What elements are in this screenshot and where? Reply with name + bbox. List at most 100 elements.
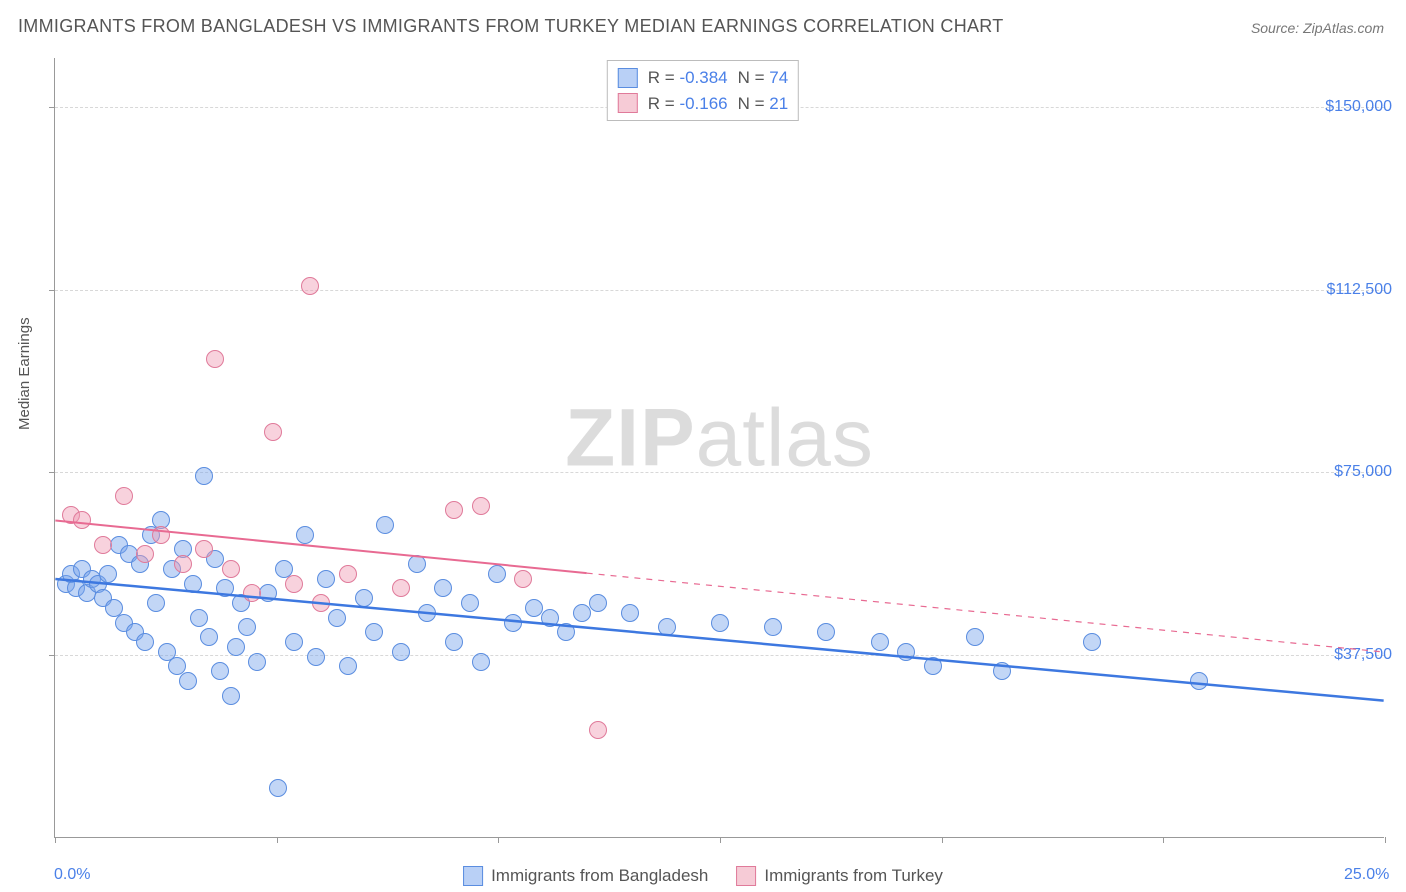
data-point-bangladesh [1190, 672, 1208, 690]
trendline-dashed-turkey [587, 573, 1384, 652]
data-point-turkey [312, 594, 330, 612]
y-tick-label: $37,500 [1334, 646, 1392, 664]
data-point-bangladesh [445, 633, 463, 651]
chart-title: IMMIGRANTS FROM BANGLADESH VS IMMIGRANTS… [18, 16, 1004, 37]
legend-entry-bangladesh: Immigrants from Bangladesh [463, 866, 708, 886]
data-point-bangladesh [817, 623, 835, 641]
chart-plot-area: ZIPatlas [54, 58, 1384, 838]
data-point-bangladesh [328, 609, 346, 627]
gridline-h [55, 472, 1384, 473]
data-point-turkey [206, 350, 224, 368]
r-value-turkey: -0.166 [679, 94, 727, 113]
data-point-bangladesh [418, 604, 436, 622]
data-point-bangladesh [461, 594, 479, 612]
swatch-blue-icon [463, 866, 483, 886]
trend-lines-svg [55, 58, 1384, 837]
data-point-bangladesh [658, 618, 676, 636]
n-label: N = [738, 94, 770, 113]
data-point-turkey [301, 277, 319, 295]
data-point-bangladesh [472, 653, 490, 671]
data-point-bangladesh [99, 565, 117, 583]
data-point-bangladesh [376, 516, 394, 534]
data-point-turkey [243, 584, 261, 602]
data-point-bangladesh [285, 633, 303, 651]
data-point-bangladesh [259, 584, 277, 602]
data-point-bangladesh [1083, 633, 1101, 651]
data-point-bangladesh [408, 555, 426, 573]
data-point-turkey [339, 565, 357, 583]
data-point-turkey [115, 487, 133, 505]
legend-row-bangladesh: R = -0.384 N = 74 [618, 65, 788, 91]
data-point-bangladesh [897, 643, 915, 661]
y-tick-label: $150,000 [1325, 98, 1392, 116]
x-tick [277, 837, 278, 843]
data-point-bangladesh [296, 526, 314, 544]
x-tick [720, 837, 721, 843]
data-point-bangladesh [557, 623, 575, 641]
x-tick [498, 837, 499, 843]
data-point-turkey [136, 545, 154, 563]
data-point-bangladesh [621, 604, 639, 622]
y-tick [49, 107, 55, 108]
data-point-bangladesh [993, 662, 1011, 680]
data-point-bangladesh [307, 648, 325, 666]
legend-row-turkey: R = -0.166 N = 21 [618, 91, 788, 117]
data-point-bangladesh [317, 570, 335, 588]
x-tick [942, 837, 943, 843]
data-point-bangladesh [434, 579, 452, 597]
y-axis-label: Median Earnings [16, 317, 33, 430]
data-point-bangladesh [355, 589, 373, 607]
data-point-turkey [589, 721, 607, 739]
data-point-bangladesh [184, 575, 202, 593]
n-value-bangladesh: 74 [769, 68, 788, 87]
data-point-bangladesh [190, 609, 208, 627]
data-point-bangladesh [573, 604, 591, 622]
n-value-turkey: 21 [769, 94, 788, 113]
r-label: R = [648, 68, 680, 87]
data-point-turkey [195, 540, 213, 558]
data-point-bangladesh [227, 638, 245, 656]
data-point-turkey [285, 575, 303, 593]
data-point-bangladesh [541, 609, 559, 627]
data-point-bangladesh [711, 614, 729, 632]
data-point-turkey [392, 579, 410, 597]
data-point-turkey [174, 555, 192, 573]
watermark-zip: ZIP [565, 392, 696, 483]
y-tick [49, 290, 55, 291]
data-point-bangladesh [216, 579, 234, 597]
data-point-bangladesh [222, 687, 240, 705]
data-point-bangladesh [504, 614, 522, 632]
data-point-bangladesh [238, 618, 256, 636]
y-tick-label: $112,500 [1326, 281, 1392, 299]
data-point-bangladesh [248, 653, 266, 671]
watermark-atlas: atlas [696, 392, 874, 483]
n-label: N = [738, 68, 770, 87]
legend-label-turkey: Immigrants from Turkey [764, 866, 943, 886]
data-point-turkey [94, 536, 112, 554]
swatch-blue-icon [618, 68, 638, 88]
data-point-turkey [445, 501, 463, 519]
data-point-bangladesh [179, 672, 197, 690]
data-point-bangladesh [339, 657, 357, 675]
data-point-turkey [73, 511, 91, 529]
r-label: R = [648, 94, 680, 113]
data-point-bangladesh [488, 565, 506, 583]
x-tick [1163, 837, 1164, 843]
x-tick-label: 25.0% [1344, 866, 1389, 884]
data-point-bangladesh [200, 628, 218, 646]
data-point-bangladesh [764, 618, 782, 636]
data-point-bangladesh [392, 643, 410, 661]
data-point-bangladesh [195, 467, 213, 485]
data-point-turkey [264, 423, 282, 441]
data-point-bangladesh [136, 633, 154, 651]
x-tick-label: 0.0% [54, 866, 90, 884]
data-point-bangladesh [147, 594, 165, 612]
swatch-pink-icon [736, 866, 756, 886]
data-point-bangladesh [871, 633, 889, 651]
data-point-turkey [222, 560, 240, 578]
data-point-turkey [472, 497, 490, 515]
swatch-pink-icon [618, 93, 638, 113]
watermark: ZIPatlas [565, 391, 874, 485]
data-point-bangladesh [211, 662, 229, 680]
y-tick [49, 655, 55, 656]
